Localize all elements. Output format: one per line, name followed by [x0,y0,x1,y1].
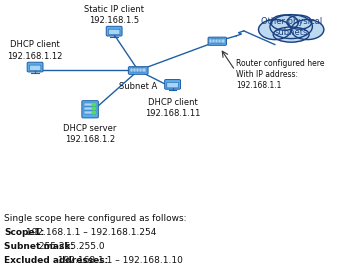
Text: DHCP server
192.168.1.2: DHCP server 192.168.1.2 [63,124,117,144]
FancyBboxPatch shape [84,103,96,106]
Ellipse shape [259,19,291,40]
FancyBboxPatch shape [208,37,227,45]
Circle shape [92,103,96,106]
Ellipse shape [273,27,309,42]
Circle shape [92,107,96,110]
FancyBboxPatch shape [130,68,134,72]
Text: 255.255.255.0: 255.255.255.0 [36,242,105,251]
FancyBboxPatch shape [82,101,98,118]
Text: 192.168.1.1 – 192.168.1.254: 192.168.1.1 – 192.168.1.254 [23,228,156,237]
Ellipse shape [287,15,312,29]
FancyBboxPatch shape [167,83,179,88]
Text: Other physical
subnets: Other physical subnets [261,17,322,37]
Text: Subnet A: Subnet A [119,82,157,91]
FancyBboxPatch shape [106,26,122,36]
FancyBboxPatch shape [142,68,147,72]
FancyBboxPatch shape [108,29,120,35]
Text: DHCP client
192.168.1.12: DHCP client 192.168.1.12 [7,41,63,61]
Text: Single scope here configured as follows:: Single scope here configured as follows: [4,214,187,223]
FancyBboxPatch shape [209,39,214,43]
FancyBboxPatch shape [139,68,143,72]
Circle shape [92,111,96,114]
FancyBboxPatch shape [165,80,181,89]
FancyBboxPatch shape [29,65,41,70]
FancyBboxPatch shape [212,39,216,43]
Text: Static IP client
192.168.1.5: Static IP client 192.168.1.5 [84,5,144,25]
Text: Subnet mask:: Subnet mask: [4,242,74,251]
FancyBboxPatch shape [215,39,220,43]
Ellipse shape [271,15,298,30]
Text: Router configured here
With IP address:
192.168.1.1: Router configured here With IP address: … [236,59,325,90]
Text: DHCP client
192.168.1.11: DHCP client 192.168.1.11 [145,98,200,118]
FancyBboxPatch shape [136,68,140,72]
Ellipse shape [291,19,324,40]
Ellipse shape [270,15,313,38]
FancyBboxPatch shape [84,107,96,110]
FancyBboxPatch shape [27,62,43,72]
FancyBboxPatch shape [218,39,222,43]
Text: Excluded addresses:: Excluded addresses: [4,256,109,265]
FancyBboxPatch shape [133,68,137,72]
FancyBboxPatch shape [84,111,96,114]
Text: Scope1:: Scope1: [4,228,45,237]
Text: 192.168.1.1 – 192.168.1.10: 192.168.1.1 – 192.168.1.10 [55,256,183,265]
FancyBboxPatch shape [128,67,148,74]
FancyBboxPatch shape [221,39,225,43]
